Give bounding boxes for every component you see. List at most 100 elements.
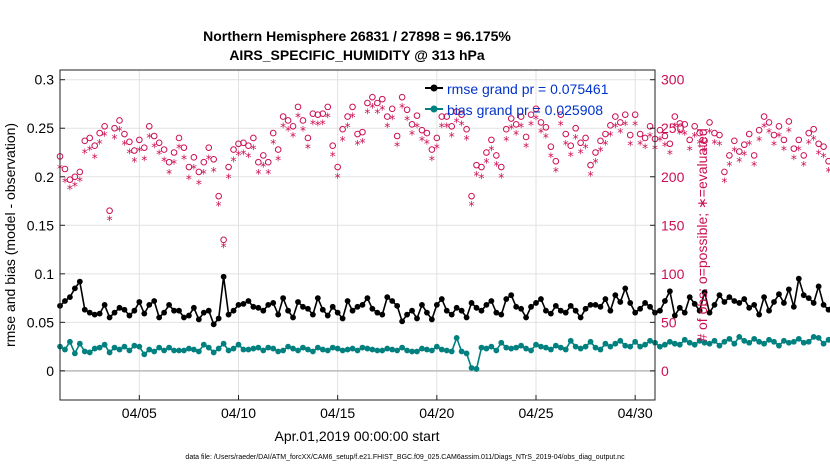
- obs-evaluated-marker: *: [637, 138, 643, 152]
- obs-possible-marker: [770, 131, 778, 139]
- rmse-marker: [488, 298, 495, 304]
- rmse-marker: [121, 306, 128, 313]
- bias-marker: [483, 345, 490, 352]
- obs-possible-marker: [602, 130, 609, 138]
- bias-marker: [612, 340, 619, 347]
- bias-marker: [681, 336, 688, 343]
- obs-possible-marker: [220, 236, 227, 244]
- y-axis-ticks: 0 0.05 0.1 0.15 0.2 0.25 0.3: [27, 72, 65, 379]
- rmse-marker: [597, 303, 604, 310]
- obs-evaluated-marker: *: [151, 141, 157, 155]
- obs-evaluated-marker: *: [697, 137, 703, 151]
- bias-marker: [790, 338, 797, 345]
- obs-possible-marker: [701, 137, 708, 145]
- rmse-marker: [795, 275, 802, 282]
- rmse-marker: [518, 305, 525, 312]
- rmse-marker: [424, 309, 430, 316]
- obs-evaluated-marker: *: [369, 101, 375, 115]
- obs-evaluated-marker: *: [250, 143, 256, 157]
- obs-evaluated-marker: *: [553, 165, 559, 179]
- rmse-marker: [275, 311, 282, 318]
- obs-evaluated-marker: *: [558, 118, 564, 132]
- rmse-marker: [374, 309, 381, 316]
- plot-frame: [59, 69, 656, 401]
- rmse-marker: [746, 304, 753, 311]
- obs-possible-marker: [359, 128, 366, 136]
- rmse-marker: [62, 298, 68, 304]
- rmse-marker: [295, 299, 301, 305]
- bias-marker: [141, 351, 148, 358]
- rmse-marker: [756, 311, 763, 318]
- obs-possible-marker: [180, 144, 188, 151]
- rmse-marker: [81, 306, 88, 313]
- x-tick-label: 04/25: [518, 405, 553, 421]
- rmse-marker: [265, 301, 272, 308]
- rmse-marker: [156, 314, 163, 321]
- obs-possible-marker: [81, 137, 89, 145]
- bias-marker: [354, 347, 361, 354]
- obs-possible-marker: [294, 103, 302, 111]
- obs-evaluated-marker: *: [216, 199, 222, 213]
- obs-possible-marker: [334, 163, 341, 171]
- obs-evaluated-marker: *: [716, 139, 722, 153]
- x-axis-label: Apr.01,2019 00:00:00 start: [274, 428, 439, 444]
- bias-marker: [572, 343, 579, 350]
- bias-marker: [166, 344, 172, 351]
- footer-file-path: data file: /Users/raeder/DAI/ATM_forcXX/…: [185, 454, 625, 461]
- bias-marker: [666, 338, 673, 345]
- bias-marker: [662, 341, 668, 348]
- obs-evaluated-marker: *: [186, 173, 192, 187]
- obs-evaluated-marker: *: [429, 153, 435, 167]
- obs-evaluated-marker: *: [62, 176, 68, 190]
- y2-axis-label: # of obs: o=possible; ∗=evaluated: [694, 128, 710, 341]
- obs-possible-marker: [383, 113, 391, 120]
- bias-marker: [736, 334, 743, 340]
- rmse-marker: [543, 307, 549, 314]
- obs-possible-marker: [443, 113, 451, 120]
- bias-marker: [706, 340, 713, 347]
- obs-evaluated-marker: *: [761, 120, 767, 134]
- rmse-marker: [523, 314, 529, 321]
- rmse-marker: [126, 312, 133, 319]
- obs-evaluated-marker: *: [821, 150, 827, 164]
- obs-possible-marker: [468, 192, 475, 200]
- rmse-marker: [111, 309, 118, 316]
- obs-evaluated-marker: *: [781, 144, 787, 158]
- bias-marker: [359, 344, 366, 351]
- bias-marker: [473, 366, 480, 372]
- rmse-marker: [691, 301, 698, 307]
- obs-evaluated-marker: *: [677, 127, 683, 141]
- rmse-marker: [399, 318, 406, 325]
- obs-evaluated-marker: *: [156, 147, 162, 161]
- obs-evaluated-marker: *: [350, 111, 356, 125]
- rmse-marker: [776, 291, 782, 298]
- obs-possible-marker: [403, 106, 411, 114]
- rmse-marker: [627, 300, 634, 306]
- obs-evaluated-marker: *: [295, 111, 301, 125]
- rmse-marker: [433, 301, 440, 308]
- bias-marker: [508, 345, 515, 352]
- rmse-marker: [215, 315, 222, 322]
- obs-possible-marker: [735, 148, 743, 155]
- y-tick-label: 0.25: [27, 120, 54, 136]
- bias-marker: [746, 339, 753, 346]
- bias-marker: [181, 347, 187, 354]
- obs-possible-marker: [676, 120, 684, 127]
- rmse-marker: [666, 288, 673, 295]
- bias-marker: [696, 337, 703, 344]
- obs-evaluated-marker: *: [176, 142, 182, 156]
- obs-possible-marker: [284, 117, 292, 124]
- obs-possible-marker: [250, 134, 257, 142]
- obs-possible-marker: [299, 117, 307, 124]
- rmse-marker: [800, 292, 807, 299]
- obs-possible-marker: [488, 136, 495, 144]
- bias-marker: [458, 348, 465, 355]
- rmse-marker: [622, 285, 629, 292]
- obs-evaluated-marker: *: [131, 155, 137, 169]
- bias-marker: [751, 335, 758, 342]
- obs-evaluated-series: * * * * * * * * * * * * * * * * * * * * * * * * * * * * * * * * * * * * * * * *…: [57, 101, 830, 255]
- obs-evaluated-marker: *: [474, 169, 480, 183]
- bias-marker: [146, 346, 153, 353]
- rmse-marker: [567, 302, 574, 309]
- obs-evaluated-marker: *: [806, 137, 812, 151]
